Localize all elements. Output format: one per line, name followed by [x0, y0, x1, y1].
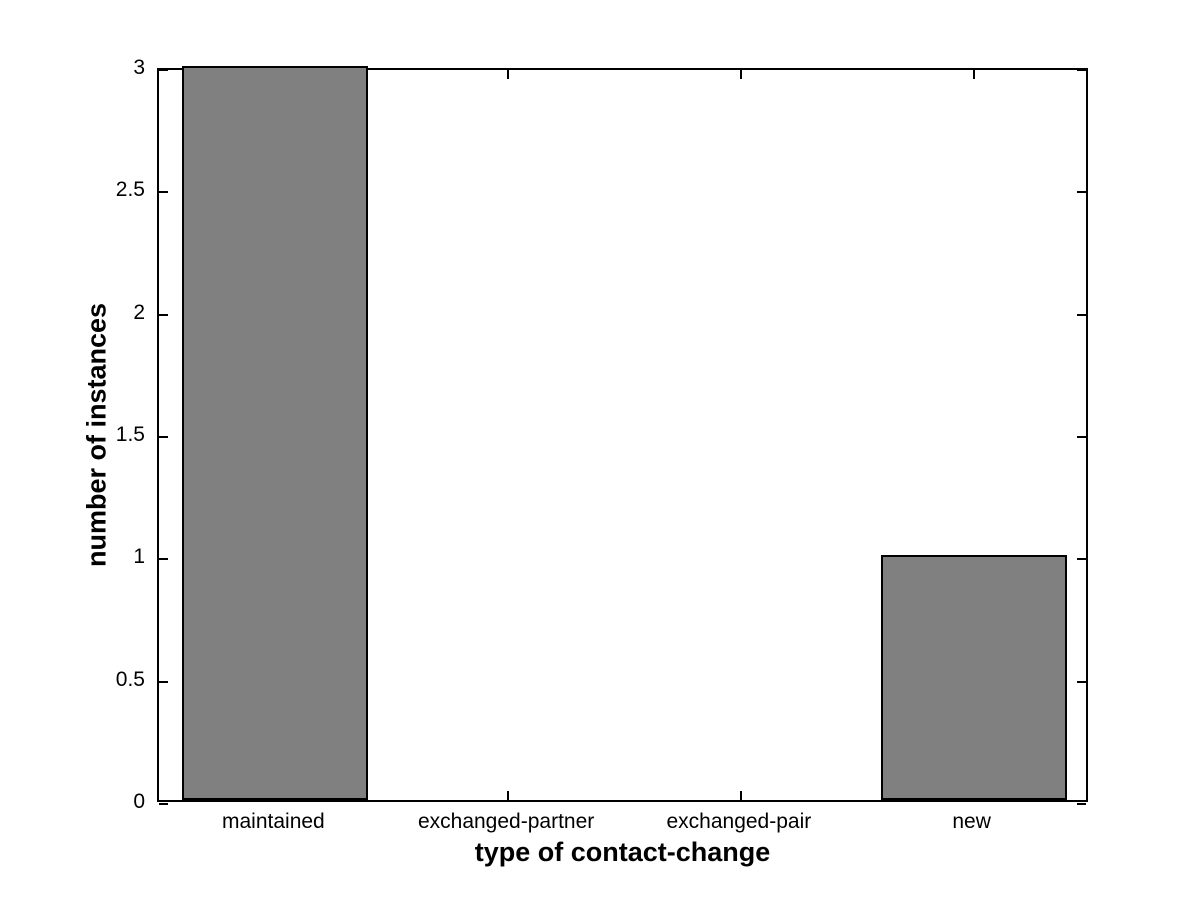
- y-tick-label: 1: [133, 545, 145, 569]
- y-tick-right: [1077, 436, 1086, 438]
- y-tick-left: [159, 803, 168, 805]
- y-tick-label: 3: [133, 56, 145, 79]
- x-tick-label: new: [952, 810, 991, 833]
- y-tick-left: [159, 191, 168, 193]
- x-tick-top: [507, 70, 509, 79]
- bar-new: [881, 555, 1067, 800]
- x-tick-top: [740, 70, 742, 79]
- x-tick-label: exchanged-partner: [417, 810, 595, 833]
- y-tick-right: [1077, 191, 1086, 193]
- y-tick-label: 0: [133, 790, 145, 813]
- x-tick-top: [973, 70, 975, 79]
- y-tick-left: [159, 314, 168, 316]
- y-tick-left: [159, 69, 168, 71]
- y-tick-label: 1.5: [115, 423, 145, 446]
- plot-area: [157, 66, 1088, 805]
- x-tick-label: exchanged-pair: [666, 810, 812, 833]
- x-tick-bottom: [740, 791, 742, 800]
- y-tick-right: [1077, 314, 1086, 316]
- y-tick-left: [159, 681, 168, 683]
- x-tick-bottom: [507, 791, 509, 800]
- x-tick-label: maintained: [222, 810, 325, 833]
- bar-maintained: [182, 66, 368, 800]
- y-tick-right: [1077, 69, 1086, 71]
- x-axis-label: type of contact-change: [474, 837, 771, 867]
- y-tick-left: [159, 558, 168, 560]
- y-tick-left: [159, 436, 168, 438]
- y-tick-label: 2: [133, 300, 145, 324]
- y-tick-label: 2.5: [115, 178, 145, 202]
- y-tick-right: [1077, 558, 1086, 560]
- y-tick-right: [1077, 803, 1086, 805]
- y-tick-right: [1077, 681, 1086, 683]
- y-tick-label: 0.5: [115, 667, 145, 691]
